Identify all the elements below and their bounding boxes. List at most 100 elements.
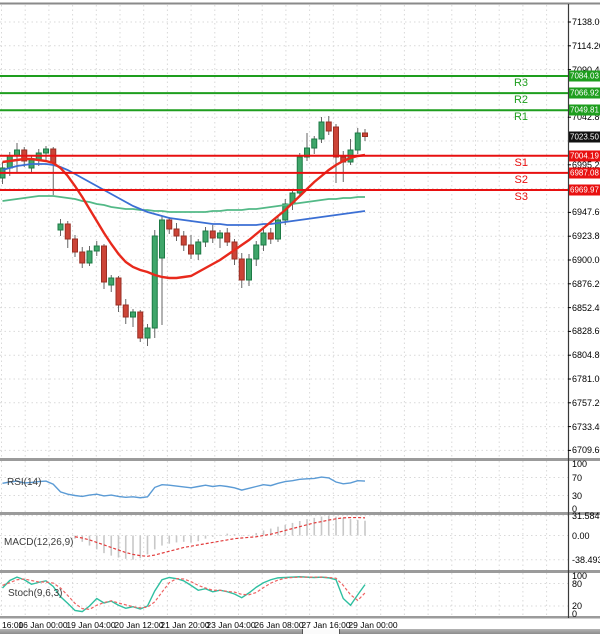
bull-candle xyxy=(275,219,281,240)
blue-ma-line xyxy=(2,163,366,226)
price-axis-label: 6828.60 xyxy=(572,326,600,337)
time-axis-label: 16:00 xyxy=(2,620,24,630)
indicator-scale-label: 80 xyxy=(572,578,583,589)
bull-candle xyxy=(354,132,361,151)
price-axis-label: 6995.20 xyxy=(572,159,600,170)
bear-candle xyxy=(325,121,332,132)
bull-candle xyxy=(86,250,93,264)
bear-candle xyxy=(72,238,78,253)
panel-borders xyxy=(0,2,600,619)
bull-candle xyxy=(202,230,209,243)
price-axis-label: 6900.00 xyxy=(572,255,600,265)
resistance-price-badge: 7066.92 xyxy=(569,87,600,99)
bear-candle xyxy=(101,245,107,283)
price-axis-label: 7138.00 xyxy=(572,17,600,27)
stoch-indicator-label: Stoch(9,6,3) xyxy=(8,588,63,599)
bull-candle xyxy=(43,148,49,154)
bull-candle xyxy=(57,223,64,231)
bull-candle xyxy=(159,219,165,259)
axis-tick-marks xyxy=(568,21,571,451)
time-axis-label: 16 Jan 00:00 xyxy=(18,620,68,630)
current-price-badge: 7023.50 xyxy=(569,131,600,142)
rsi-panel-plot xyxy=(2,476,366,499)
support-label-s1: S1 xyxy=(514,156,528,169)
time-axis-label: 21 Jan 20:00 xyxy=(160,620,210,630)
macd-indicator-label: MACD(12,26,9) xyxy=(4,537,74,548)
bear-candle xyxy=(209,230,216,239)
bear-candle xyxy=(79,251,86,264)
bull-candle xyxy=(253,244,260,260)
bear-candle xyxy=(137,311,144,339)
macd-panel-plot xyxy=(74,515,366,560)
price-axis-label: 7090.40 xyxy=(572,65,600,75)
bull-candle xyxy=(304,147,310,158)
bear-candle xyxy=(173,228,180,237)
indicator-scale-label: 0.00 xyxy=(572,530,590,541)
bull-candle xyxy=(318,121,325,140)
support-label-s2: S2 xyxy=(514,173,528,186)
price-axis-label: 6876.20 xyxy=(572,278,600,289)
scrollbar-thumb[interactable] xyxy=(302,629,340,634)
resistance-label-r1: R1 xyxy=(513,111,528,124)
macd-signal-line xyxy=(74,516,366,557)
indicator-scale-label: 100 xyxy=(572,571,588,581)
bull-candle xyxy=(217,232,223,239)
bull-candle xyxy=(260,232,267,246)
indicator-scale-label: 0 xyxy=(572,504,578,514)
price-axis-label: 6709.60 xyxy=(572,445,600,456)
bull-candle xyxy=(195,241,202,255)
rsi-line xyxy=(2,476,366,499)
horizontal-scrollbar[interactable] xyxy=(0,629,600,634)
support-price-badge: 6987.08 xyxy=(569,167,600,179)
bull-candle xyxy=(130,311,136,318)
moving-averages-group xyxy=(2,153,366,280)
support-resistance-lines[interactable] xyxy=(0,74,568,192)
bull-candle xyxy=(246,258,252,281)
indicator-scale-label: 31.584 xyxy=(572,510,600,521)
indicator-scale-label: 20 xyxy=(572,601,583,611)
resistance-price-badge: 7049.81 xyxy=(569,104,600,116)
indicator-scale-label: 70 xyxy=(572,472,583,483)
bear-candle xyxy=(180,235,187,246)
price-axis-label: 6757.20 xyxy=(572,397,600,408)
price-axis-label: 6804.80 xyxy=(572,350,600,361)
bull-candle xyxy=(108,277,115,286)
indicator-scale-label: 0 xyxy=(572,608,578,619)
time-axis-label: 23 Jan 04:00 xyxy=(206,620,256,630)
bear-candle xyxy=(188,244,194,255)
bear-candle xyxy=(64,223,71,240)
bull-candle xyxy=(93,245,100,252)
price-axis-label: 6733.40 xyxy=(572,421,600,432)
grid-lines xyxy=(0,5,568,616)
bear-candle xyxy=(115,277,122,306)
green-ma-line xyxy=(2,195,365,213)
resistance-price-badge: 7084.03 xyxy=(569,70,600,82)
price-axis-label: 7114.20 xyxy=(572,40,600,51)
time-axis-label: 19 Jan 04:00 xyxy=(66,620,116,630)
stoch-panel-plot xyxy=(1,576,366,613)
support-price-badge: 7004.19 xyxy=(569,150,600,162)
indicator-scale-label: 30 xyxy=(572,490,583,501)
bear-candle xyxy=(362,132,368,137)
candles-group xyxy=(0,116,368,346)
support-label-s3: S3 xyxy=(514,191,528,204)
time-axis-label: 26 Jan 08:00 xyxy=(254,620,304,630)
bull-candle xyxy=(296,156,303,194)
bull-candle xyxy=(151,235,158,329)
time-axis-label: 27 Jan 16:00 xyxy=(301,620,351,630)
bear-candle xyxy=(224,232,231,243)
time-axis-label: 20 Jan 12:00 xyxy=(114,620,164,630)
price-axis-label: 6852.40 xyxy=(572,302,600,313)
rsi-indicator-label: RSI(14) xyxy=(7,477,42,488)
bull-candle xyxy=(311,138,318,149)
bear-candle xyxy=(238,258,245,281)
indicator-scale-label: -38.493 xyxy=(572,554,600,565)
bear-candle xyxy=(267,232,274,240)
bear-candle xyxy=(333,126,339,158)
resistance-label-r2: R2 xyxy=(513,94,528,107)
bear-candle xyxy=(166,219,173,230)
price-axis-label: 7042.80 xyxy=(572,112,600,123)
indicator-scale-label: 100 xyxy=(572,459,588,469)
